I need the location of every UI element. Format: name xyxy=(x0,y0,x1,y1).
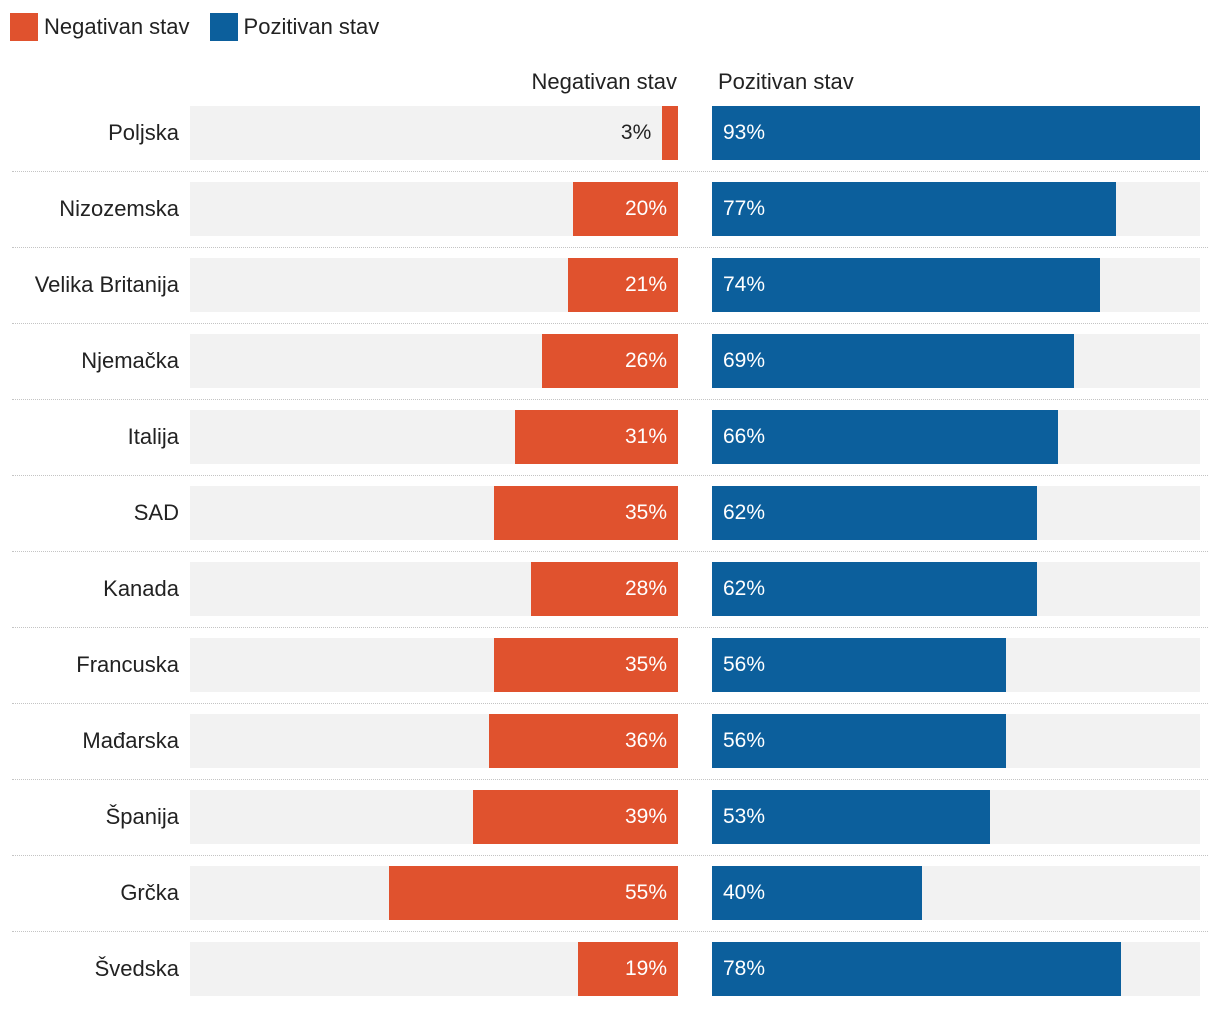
negative-value-label: 35% xyxy=(624,501,667,524)
category-label: Mađarska xyxy=(82,728,179,753)
negative-bar xyxy=(531,562,678,616)
row-separator xyxy=(12,703,1208,704)
chart-row: Mađarska 36% 56% xyxy=(0,714,1220,790)
positive-value-label: 78% xyxy=(723,957,766,980)
chart-row: Italija 31% 66% xyxy=(0,410,1220,486)
row-separator xyxy=(12,247,1208,248)
positive-bar xyxy=(712,106,1200,160)
negative-value-label: 55% xyxy=(624,881,667,904)
category-label: Poljska xyxy=(108,120,179,145)
category-label: Italija xyxy=(127,424,179,449)
category-label: Grčka xyxy=(120,880,179,905)
negative-bar xyxy=(515,410,678,464)
legend-swatch-positive xyxy=(209,13,238,41)
positive-value-label: 56% xyxy=(723,653,766,676)
positive-value-label: 62% xyxy=(723,501,766,524)
legend-label-negative: Negativan stav xyxy=(44,14,190,39)
chart-row: Poljska 3% 93% xyxy=(0,106,1220,182)
row-separator xyxy=(12,551,1208,552)
negative-bar xyxy=(473,790,678,844)
legend-swatch-negative xyxy=(10,13,38,41)
positive-bar xyxy=(712,258,1101,312)
positive-value-label: 77% xyxy=(723,197,766,220)
negative-value-label: 31% xyxy=(624,425,667,448)
category-label: Švedska xyxy=(94,956,179,981)
positive-bar xyxy=(712,334,1075,388)
negative-value-label: 21% xyxy=(624,273,667,296)
negative-value-label: 39% xyxy=(624,805,667,828)
positive-bar xyxy=(712,486,1038,540)
negative-value-label: 35% xyxy=(624,653,667,676)
negative-value-label: 3% xyxy=(620,121,652,144)
positive-bar xyxy=(712,638,1006,692)
positive-value-label: 40% xyxy=(723,881,766,904)
negative-bar xyxy=(541,334,678,388)
positive-bar xyxy=(712,866,922,920)
negative-bar xyxy=(662,106,678,160)
row-separator xyxy=(12,323,1208,324)
legend-item-positive: Pozitivan stav xyxy=(209,13,380,41)
category-label: Nizozemska xyxy=(59,196,179,221)
column-header-positive: Pozitivan stav xyxy=(718,69,854,94)
positive-bar xyxy=(712,182,1117,236)
row-separator xyxy=(12,931,1208,932)
chart-row: Španija 39% 53% xyxy=(0,790,1220,866)
chart-row: SAD 35% 62% xyxy=(0,486,1220,562)
positive-bar xyxy=(712,562,1038,616)
negative-bar xyxy=(567,258,678,312)
category-label: Velika Britanija xyxy=(34,272,179,297)
positive-value-label: 93% xyxy=(723,121,766,144)
positive-value-label: 66% xyxy=(723,425,766,448)
negative-bar xyxy=(578,942,678,996)
positive-value-label: 74% xyxy=(723,273,766,296)
row-separator xyxy=(12,475,1208,476)
legend-label-positive: Pozitivan stav xyxy=(243,14,380,39)
positive-bar xyxy=(712,410,1059,464)
chart-row: Njemačka 26% 69% xyxy=(0,334,1220,410)
negative-value-label: 36% xyxy=(624,729,667,752)
positive-value-label: 69% xyxy=(723,349,766,372)
chart-row: Velika Britanija 21% 74% xyxy=(0,258,1220,334)
row-separator xyxy=(12,399,1208,400)
legend: Negativan stav Pozitivan stav xyxy=(10,12,399,42)
category-label: Španija xyxy=(105,804,179,829)
negative-bar xyxy=(389,866,678,920)
positive-value-label: 62% xyxy=(723,577,766,600)
positive-bar xyxy=(712,790,991,844)
negative-track xyxy=(190,106,678,160)
chart-row: Kanada 28% 62% xyxy=(0,562,1220,638)
row-separator xyxy=(12,171,1208,172)
category-label: Francuska xyxy=(76,652,179,677)
negative-bar xyxy=(494,638,678,692)
negative-bar xyxy=(573,182,678,236)
chart-row: Švedska 19% 78% xyxy=(0,942,1220,1018)
row-separator xyxy=(12,627,1208,628)
negative-bar xyxy=(494,486,678,540)
negative-value-label: 26% xyxy=(624,349,667,372)
positive-bar xyxy=(712,714,1006,768)
column-header-negative: Negativan stav xyxy=(531,69,677,94)
negative-value-label: 28% xyxy=(624,577,667,600)
positive-value-label: 53% xyxy=(723,805,766,828)
chart-row: Francuska 35% 56% xyxy=(0,638,1220,714)
legend-item-negative: Negativan stav xyxy=(10,13,190,41)
positive-bar xyxy=(712,942,1122,996)
positive-value-label: 56% xyxy=(723,729,766,752)
category-label: Kanada xyxy=(103,576,179,601)
chart-row: Grčka 55% 40% xyxy=(0,866,1220,942)
negative-bar xyxy=(489,714,678,768)
row-separator xyxy=(12,855,1208,856)
category-label: Njemačka xyxy=(81,348,179,373)
negative-value-label: 19% xyxy=(624,957,667,980)
chart-row: Nizozemska 20% 77% xyxy=(0,182,1220,258)
row-separator xyxy=(12,779,1208,780)
negative-value-label: 20% xyxy=(624,197,667,220)
category-label: SAD xyxy=(133,500,179,525)
